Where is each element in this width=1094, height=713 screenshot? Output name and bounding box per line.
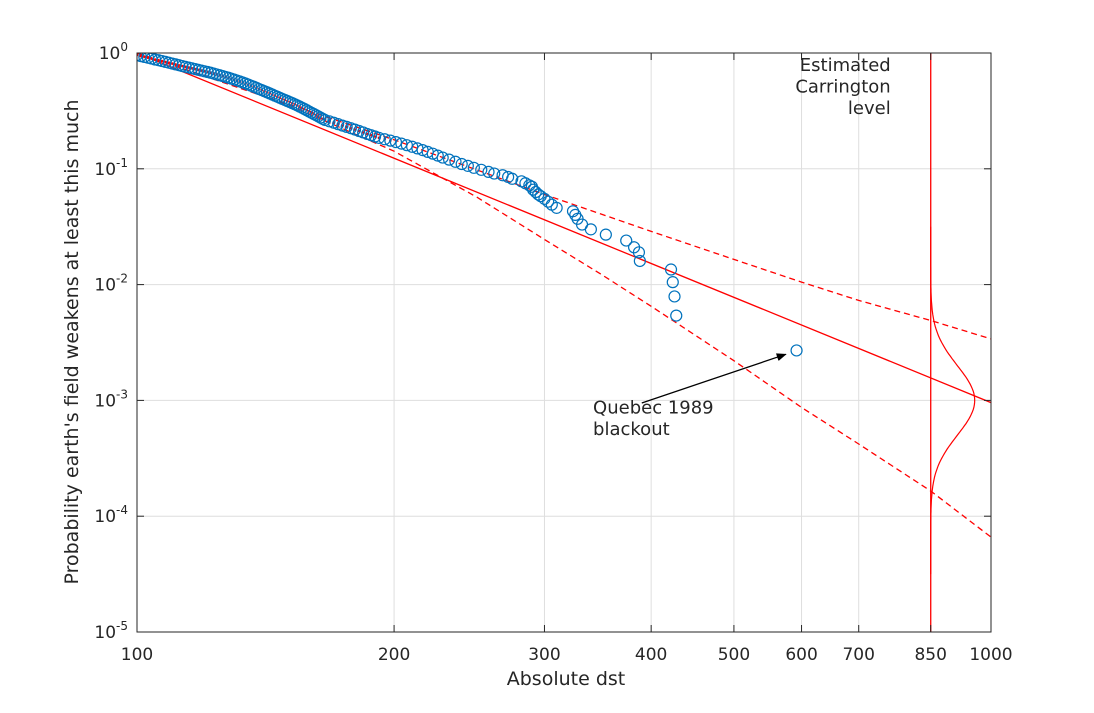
quebec-label: Quebec 1989 blackout	[593, 398, 714, 441]
fit-marker	[157, 58, 160, 62]
fit-marker	[167, 61, 171, 65]
y-tick-label: 10-1	[94, 156, 128, 180]
data-point	[372, 131, 386, 144]
data-point	[378, 133, 391, 146]
x-tick-label: 500	[718, 645, 750, 665]
y-tick-label: 10-4	[94, 503, 128, 527]
x-tick-label: 700	[842, 645, 874, 665]
data-point	[569, 208, 582, 221]
data-point	[436, 151, 449, 164]
data-point	[506, 172, 519, 185]
fit-marker	[139, 54, 142, 58]
data-point	[384, 134, 397, 147]
x-tick-label: 300	[528, 645, 560, 665]
data-point	[584, 223, 597, 236]
data-point	[542, 195, 555, 208]
fit-marker	[153, 58, 157, 61]
x-tick-label: 400	[635, 645, 667, 665]
fit-marker	[164, 60, 167, 64]
data-point	[482, 165, 495, 179]
x-axis-label: Absolute dst	[507, 668, 626, 690]
data-point	[488, 167, 501, 180]
data-point	[449, 155, 462, 168]
data-point	[455, 157, 468, 171]
tick-marks	[136, 52, 992, 633]
data-point	[668, 290, 681, 303]
data-point	[467, 161, 480, 174]
y-tick-label: 10-5	[94, 619, 128, 643]
data-point	[389, 136, 403, 149]
y-axis-label: Probability earth's field weakens at lea…	[61, 99, 83, 584]
fit-marker	[160, 59, 164, 63]
data-point	[137, 53, 144, 62]
data-point	[475, 163, 488, 176]
data-point	[443, 153, 456, 166]
x-tick-label: 200	[378, 645, 410, 665]
x-tick-label: 600	[785, 645, 817, 665]
grid	[137, 53, 991, 632]
data-point	[632, 246, 646, 259]
x-tick-label: 100	[121, 645, 153, 665]
data-point	[599, 228, 612, 241]
x-tick-labels: 100 200 300 400 500 600 700 850 1000	[121, 645, 1013, 665]
fit-line	[137, 53, 991, 404]
annotations: Estimated Carrington level Quebec 1989 black…	[593, 55, 891, 440]
fit-marker	[150, 57, 153, 60]
carrington-label: Estimated Carrington level	[795, 55, 890, 119]
annotation-arrow	[641, 353, 787, 404]
x-tick-label: 1000	[969, 645, 1012, 665]
series-layer	[137, 53, 991, 632]
fit-marker	[143, 55, 146, 59]
data-point	[633, 254, 646, 268]
y-tick-label: 10-3	[94, 387, 128, 411]
fit-marker	[171, 62, 174, 65]
x-tick-label: 850	[914, 645, 946, 665]
data-point	[550, 201, 563, 214]
data-point	[790, 344, 803, 357]
data-point	[666, 276, 679, 289]
y-tick-label: 10-2	[94, 272, 128, 296]
confidence-lower-line	[137, 53, 991, 538]
data-point	[620, 234, 633, 247]
data-point	[523, 179, 536, 192]
data-point	[664, 263, 678, 276]
plot-frame	[136, 52, 992, 633]
data-point	[670, 309, 683, 322]
data-point	[532, 188, 545, 201]
carrington-distribution-curve	[930, 226, 976, 575]
data-point	[395, 137, 408, 150]
data-point	[461, 159, 474, 172]
fit-marker	[146, 56, 150, 60]
data-point	[316, 112, 329, 125]
y-tick-labels: 100 10-1 10-2 10-3 10-4 10-5	[94, 40, 128, 643]
y-tick-label: 100	[99, 40, 128, 64]
